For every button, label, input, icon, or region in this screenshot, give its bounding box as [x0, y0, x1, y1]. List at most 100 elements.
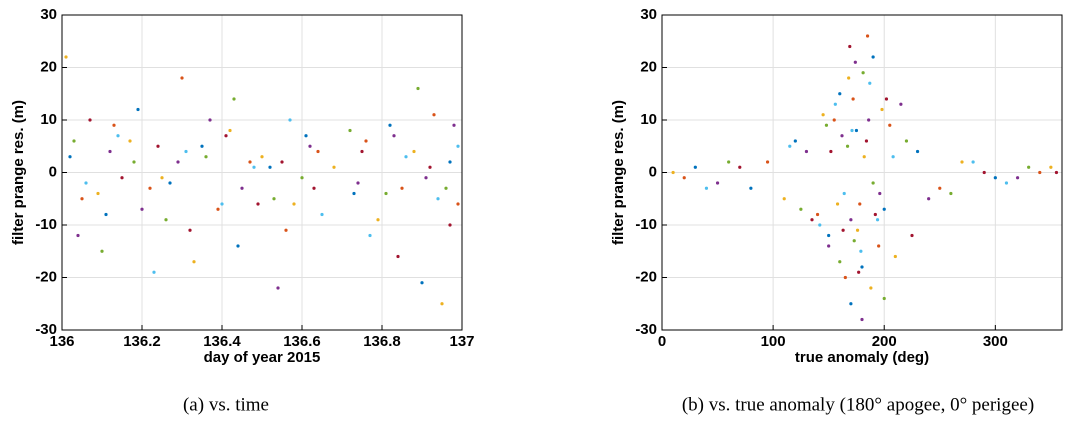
x-tick-label: 200	[872, 333, 897, 350]
caption: (a) vs. time	[183, 394, 269, 415]
point	[392, 134, 396, 138]
point	[420, 281, 424, 285]
x-tick-label: 100	[761, 333, 786, 350]
point	[208, 118, 212, 122]
point	[871, 181, 875, 185]
point	[356, 181, 360, 185]
point	[1027, 165, 1031, 169]
point	[855, 228, 860, 232]
x-tick-label: 136	[49, 333, 74, 350]
point	[815, 212, 820, 217]
point	[810, 218, 814, 222]
point	[671, 170, 675, 175]
point	[982, 170, 986, 175]
point	[128, 139, 132, 143]
point	[949, 191, 953, 196]
point	[96, 191, 100, 196]
point	[818, 223, 822, 227]
point	[360, 149, 364, 154]
point	[891, 155, 895, 159]
point	[180, 76, 184, 80]
point	[88, 118, 92, 122]
point	[168, 181, 172, 185]
point	[827, 233, 831, 238]
point	[200, 144, 204, 148]
point	[865, 34, 870, 38]
point	[693, 165, 697, 169]
point	[851, 97, 855, 101]
point	[320, 212, 324, 217]
point	[284, 228, 288, 232]
y-tick-label: 20	[40, 58, 57, 75]
point	[456, 144, 460, 148]
point	[854, 128, 859, 133]
point	[100, 249, 104, 253]
point	[72, 139, 76, 143]
point	[308, 144, 312, 148]
x-tick-label: 300	[983, 333, 1008, 350]
point	[316, 149, 320, 154]
point	[140, 207, 144, 211]
point	[843, 275, 847, 280]
x-tick-label: 0	[658, 333, 666, 350]
axes-box	[661, 14, 1063, 331]
point	[348, 128, 352, 133]
point	[312, 186, 316, 190]
point	[396, 254, 400, 259]
y-tick-label: 30	[40, 6, 57, 23]
point	[850, 128, 854, 133]
point	[899, 102, 903, 106]
point	[260, 155, 264, 159]
point	[827, 244, 831, 248]
point	[782, 197, 786, 201]
point	[412, 149, 416, 154]
point	[404, 155, 408, 159]
x-tick-label: 136.4	[203, 333, 241, 350]
point	[749, 186, 753, 190]
point	[228, 128, 232, 133]
point	[842, 191, 846, 196]
point	[873, 212, 877, 217]
point	[878, 191, 882, 196]
point	[368, 233, 372, 238]
point	[280, 160, 284, 164]
point	[156, 144, 160, 148]
point	[915, 149, 920, 154]
x-axis-label: true anomaly (deg)	[795, 349, 929, 366]
x-tick-label: 137	[449, 333, 474, 350]
point	[112, 123, 116, 127]
point	[682, 176, 686, 180]
point	[204, 155, 208, 159]
point	[864, 139, 869, 143]
point	[80, 197, 84, 201]
point	[428, 165, 432, 169]
point	[236, 244, 240, 248]
y-tick-label: 0	[649, 163, 657, 180]
point	[840, 134, 844, 138]
point	[833, 102, 837, 106]
point	[869, 286, 873, 290]
point	[1054, 170, 1059, 175]
point	[300, 176, 304, 180]
point	[910, 233, 914, 238]
point	[364, 139, 368, 143]
point	[332, 165, 336, 169]
point	[448, 223, 452, 227]
point	[788, 144, 792, 148]
point	[715, 181, 720, 185]
y-axis-label: filter prange res. (m)	[610, 100, 627, 245]
point	[136, 107, 140, 112]
point	[452, 123, 456, 127]
point	[292, 202, 296, 206]
point	[824, 123, 829, 127]
point	[841, 228, 845, 232]
point	[704, 186, 709, 190]
point	[765, 160, 770, 164]
point	[232, 97, 236, 101]
y-tick-label: 0	[49, 163, 57, 180]
point	[882, 296, 886, 301]
point	[76, 233, 80, 238]
point	[160, 176, 164, 180]
point	[432, 113, 436, 117]
x-tick-label: 136.2	[123, 333, 161, 350]
